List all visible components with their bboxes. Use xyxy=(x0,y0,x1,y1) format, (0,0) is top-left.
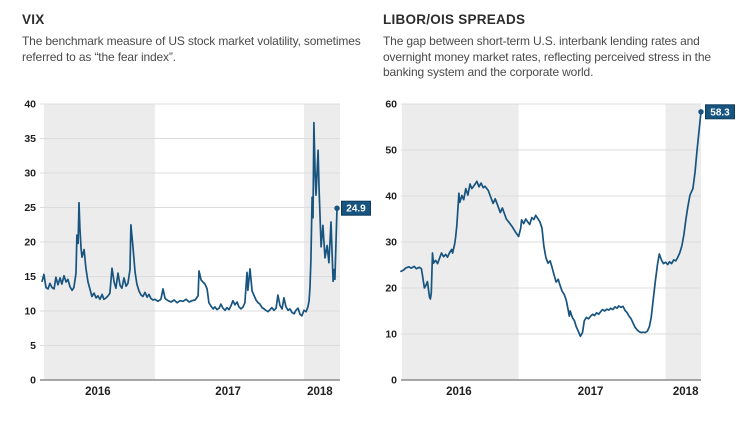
end-value-label: 58.3 xyxy=(710,107,730,118)
vix-chart-title: VIX xyxy=(22,12,45,27)
x-tick-label: 2016 xyxy=(446,386,472,398)
chart-canvas: 0 10 20 30 40 50 60 2016 2017 2018 58.3 xyxy=(385,99,735,398)
y-tick-label: 40 xyxy=(24,99,36,111)
y-tick-label: 35 xyxy=(24,133,36,145)
vix-panel: VIX The benchmark measure of US stock ma… xyxy=(22,12,374,417)
series-line xyxy=(41,121,338,317)
series-line xyxy=(400,110,702,338)
chart-canvas: 0 5 10 15 20 25 30 35 40 2016 2017 2018 24.9 xyxy=(24,99,371,398)
libor-ois-chart-description: The gap between short-term U.S. interban… xyxy=(383,34,711,79)
x-tick-label: 2017 xyxy=(578,386,604,398)
y-tick-label: 5 xyxy=(30,340,36,352)
x-tick-label: 2016 xyxy=(85,386,111,398)
series-end-dot xyxy=(334,205,340,211)
series-end-dot xyxy=(698,109,704,115)
y-tick-label: 40 xyxy=(385,191,397,203)
end-value-label-box xyxy=(705,104,735,120)
y-tick-label: 25 xyxy=(24,202,36,214)
libor-ois-panel: LIBOR/OIS SPREADS The gap between short-… xyxy=(383,12,745,417)
end-value-label: 24.9 xyxy=(346,204,366,215)
y-tick-label: 50 xyxy=(385,145,397,157)
y-tick-label: 15 xyxy=(24,271,36,283)
y-tick-label: 0 xyxy=(391,375,397,387)
y-tick-label: 60 xyxy=(385,99,397,111)
y-tick-label: 30 xyxy=(24,168,36,180)
x-tick-label: 2018 xyxy=(673,386,699,398)
libor-ois-line-chart: 0 10 20 30 40 50 60 2016 2017 2018 58.3 xyxy=(383,96,747,402)
vix-chart-description: The benchmark measure of US stock market… xyxy=(22,34,361,64)
y-tick-label: 30 xyxy=(385,237,397,249)
y-tick-label: 10 xyxy=(385,329,397,341)
end-value-label-box xyxy=(341,200,371,216)
x-tick-label: 2017 xyxy=(215,386,241,398)
x-tick-label: 2018 xyxy=(307,386,333,398)
y-tick-label: 20 xyxy=(24,237,36,249)
libor-ois-chart-title: LIBOR/OIS SPREADS xyxy=(383,12,526,27)
y-tick-label: 10 xyxy=(24,306,36,318)
y-tick-label: 0 xyxy=(30,375,36,387)
y-tick-label: 20 xyxy=(385,283,397,295)
vix-line-chart: 0 5 10 15 20 25 30 35 40 2016 2017 2018 24.9 xyxy=(22,96,388,402)
